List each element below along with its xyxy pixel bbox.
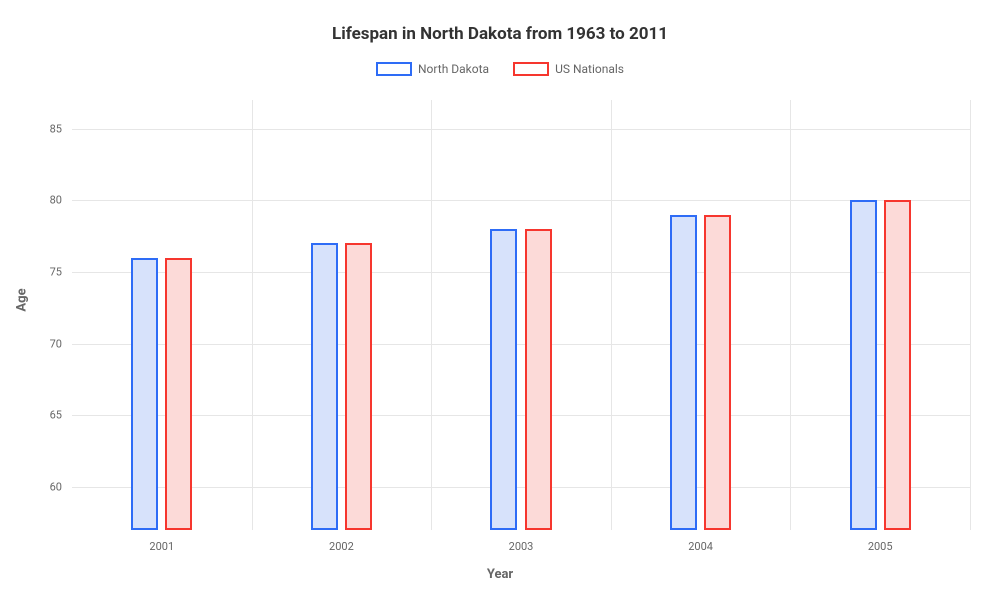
bar-north-dakota (490, 229, 517, 530)
gridline-y (72, 200, 970, 201)
bar-us-nationals (165, 258, 192, 530)
x-tick-label: 2004 (688, 540, 713, 553)
bar-north-dakota (131, 258, 158, 530)
legend-swatch-us-nationals (513, 62, 549, 76)
bar-north-dakota (311, 243, 338, 530)
y-tick-label: 85 (50, 122, 62, 135)
y-tick-label: 65 (50, 409, 62, 422)
legend-item-north-dakota: North Dakota (376, 62, 489, 76)
plot-area: 60657075808520012002200320042005 (72, 100, 970, 530)
x-tick-label: 2003 (509, 540, 534, 553)
x-tick-label: 2005 (868, 540, 893, 553)
y-tick-label: 80 (50, 194, 62, 207)
legend-label-north-dakota: North Dakota (418, 62, 489, 76)
gridline-x (252, 100, 253, 530)
gridline-x (790, 100, 791, 530)
legend-swatch-north-dakota (376, 62, 412, 76)
gridline-x (611, 100, 612, 530)
x-tick-label: 2001 (149, 540, 174, 553)
y-axis-title: Age (15, 288, 30, 311)
chart-title: Lifespan in North Dakota from 1963 to 20… (0, 0, 1000, 44)
y-tick-label: 75 (50, 266, 62, 279)
gridline-y (72, 487, 970, 488)
x-axis-title: Year (487, 567, 513, 582)
bar-us-nationals (345, 243, 372, 530)
y-tick-label: 70 (50, 337, 62, 350)
bar-north-dakota (850, 200, 877, 530)
bar-us-nationals (884, 200, 911, 530)
gridline-x (970, 100, 971, 530)
bar-north-dakota (670, 215, 697, 530)
gridline-y (72, 344, 970, 345)
chart-legend: North Dakota US Nationals (0, 62, 1000, 76)
bar-us-nationals (704, 215, 731, 530)
gridline-y (72, 129, 970, 130)
chart-container: Lifespan in North Dakota from 1963 to 20… (0, 0, 1000, 600)
x-tick-label: 2002 (329, 540, 354, 553)
gridline-y (72, 272, 970, 273)
gridline-y (72, 415, 970, 416)
gridline-x (431, 100, 432, 530)
legend-label-us-nationals: US Nationals (555, 62, 624, 76)
bar-us-nationals (525, 229, 552, 530)
legend-item-us-nationals: US Nationals (513, 62, 624, 76)
y-tick-label: 60 (50, 481, 62, 494)
